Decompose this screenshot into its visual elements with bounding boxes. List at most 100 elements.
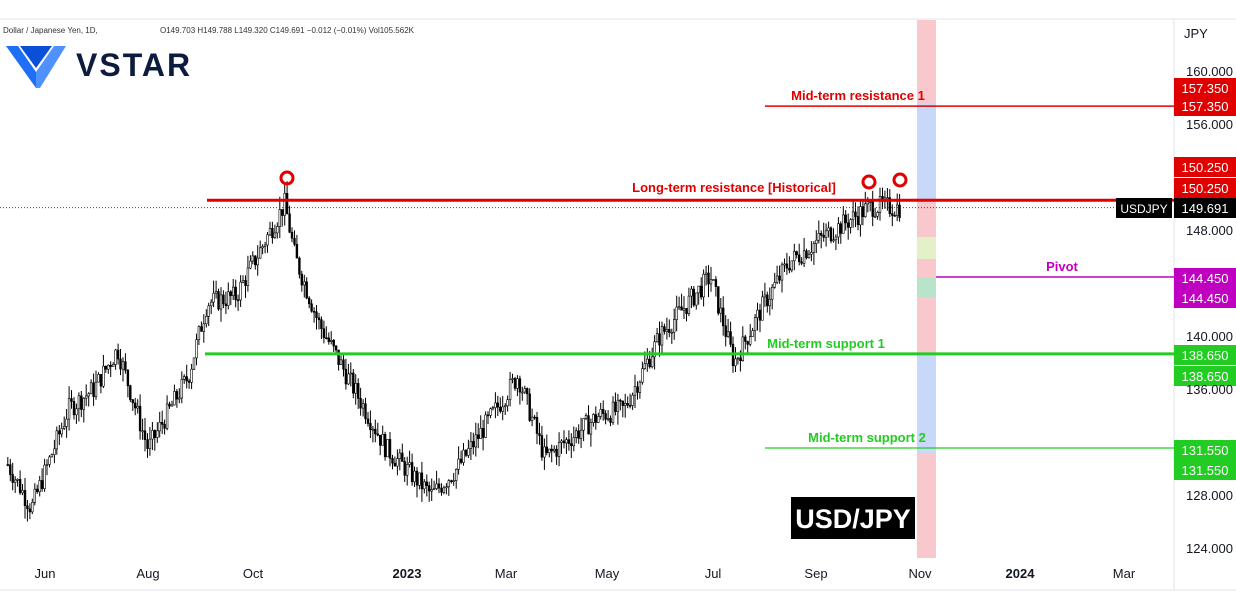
candle-body [109, 364, 112, 367]
candle-body [354, 383, 357, 394]
y-tick-label: 136.000 [1186, 382, 1233, 397]
candle-body [393, 462, 397, 467]
candle-body [768, 298, 772, 307]
candle-body [675, 306, 678, 320]
candle-body [606, 417, 610, 420]
candle-body [538, 433, 541, 436]
candle-body [871, 201, 874, 217]
candle-body [104, 365, 108, 370]
candle-body [746, 341, 749, 345]
candle-body [14, 479, 17, 483]
candle-body [780, 264, 784, 281]
y-tick-label: 124.000 [1186, 541, 1233, 556]
candle-body [131, 399, 134, 404]
level-badge-text-0-1: 157.350 [1182, 99, 1229, 114]
candle-body [315, 311, 318, 318]
candle-body [119, 358, 122, 370]
candle-body [859, 206, 862, 226]
candle-body [383, 433, 387, 458]
candle-body [58, 430, 61, 435]
candle-body [185, 376, 188, 382]
time-axis[interactable]: Jun Aug Oct 2023 Mar May Jul Sep Nov 2024 Mar [35, 566, 1136, 581]
candle-body [503, 405, 507, 408]
currency-label: JPY [1184, 26, 1208, 41]
candle-body [856, 216, 860, 226]
candle-body [334, 345, 338, 351]
candle-body [427, 485, 431, 492]
candle-body [824, 230, 828, 238]
candle-body [151, 430, 154, 440]
candle-body [55, 430, 59, 450]
candle-body [53, 448, 56, 455]
candle-body [200, 326, 203, 332]
candle-body [839, 223, 843, 234]
candle-body [423, 481, 426, 490]
candle-body [376, 433, 379, 436]
candle-body [609, 417, 612, 423]
candle-body [197, 326, 201, 340]
band-green-2 [917, 277, 936, 297]
candle-body [704, 272, 708, 275]
candle-body [518, 378, 522, 393]
candle-body [116, 349, 120, 360]
candle-body [241, 280, 245, 283]
level-label-1: Long-term resistance [Historical] [632, 180, 836, 195]
candle-body [849, 219, 852, 228]
level-badge-0-1 [1174, 96, 1236, 116]
candle-body [163, 424, 166, 429]
candle-body [736, 357, 740, 360]
level-label-0: Mid-term resistance 1 [791, 88, 925, 103]
logo-mark-center [20, 46, 52, 68]
candle-body [430, 489, 433, 492]
candle-body [719, 307, 723, 314]
candle-body [129, 385, 132, 400]
candle-body [158, 421, 161, 432]
candle-body [244, 280, 247, 286]
candle-body [530, 416, 534, 421]
level-badge-text-2-0: 144.450 [1182, 271, 1229, 286]
candle-body [770, 286, 774, 300]
candle-body [672, 319, 676, 333]
candle-body [895, 204, 899, 216]
candle-body [396, 458, 399, 467]
candle-body [474, 434, 477, 448]
candle-body [327, 337, 330, 342]
candle-body [87, 393, 90, 397]
candle-body [574, 430, 578, 438]
level-badge-3-0 [1174, 345, 1236, 365]
currency-box [1178, 22, 1232, 44]
candle-body [761, 296, 764, 321]
candle-body [80, 395, 83, 410]
last-price-value: 149.691 [1182, 201, 1229, 216]
candle-body [741, 336, 745, 361]
level-badge-2-0 [1174, 268, 1236, 288]
candle-body [190, 368, 193, 383]
candle-body [685, 308, 688, 314]
candle-body [658, 333, 661, 346]
candle-body [486, 414, 490, 417]
candle-body [271, 228, 274, 239]
candle-body [320, 319, 323, 330]
candle-body [410, 462, 414, 483]
candle-body [65, 418, 68, 427]
price-axis[interactable]: 160.000 156.000 148.000 140.000 136.000 128.0… [1186, 64, 1233, 556]
candle-body [540, 435, 544, 458]
candle-body [359, 398, 362, 409]
candle-body [680, 306, 683, 311]
last-price-badge [1174, 198, 1236, 218]
candle-body [60, 428, 63, 435]
candle-body [533, 416, 536, 419]
candle-body [633, 386, 637, 396]
candle-body [40, 480, 44, 489]
candle-body [278, 209, 281, 227]
level-badge-text-4-1: 131.550 [1182, 463, 1229, 478]
candle-body [861, 206, 865, 218]
candle-body [28, 508, 32, 513]
symbol-description: Dollar / Japanese Yen, 1D, [3, 26, 98, 35]
candle-body [342, 359, 345, 370]
x-tick-label: Mar [1113, 566, 1136, 581]
candle-body [173, 391, 176, 406]
candle-body [386, 439, 389, 458]
candle-body [195, 339, 198, 359]
